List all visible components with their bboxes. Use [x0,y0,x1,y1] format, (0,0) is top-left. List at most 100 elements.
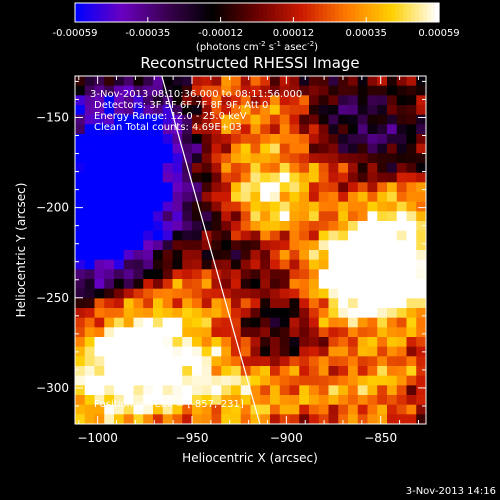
heatmap-cell [299,163,310,174]
heatmap-cell [416,95,427,106]
heatmap-cell [201,163,212,174]
heatmap-cell [172,346,183,357]
colorbar-cell [387,3,392,22]
heatmap-cell [289,153,300,164]
heatmap-cell [231,308,242,319]
heatmap-cell [123,337,134,348]
heatmap-cell [309,124,320,135]
heatmap-cell [172,308,183,319]
heatmap-cell [377,288,388,299]
heatmap-cell [309,259,320,270]
heatmap-cell [162,317,173,328]
heatmap-cell [153,143,164,154]
heatmap-cell [260,298,271,309]
colorbar-cell [147,3,152,22]
heatmap-cell [201,240,212,251]
heatmap-cell [348,414,359,425]
heatmap-cell [377,346,388,357]
heatmap-cell [289,211,300,222]
colorbar-cell [383,3,388,22]
heatmap-cell [289,85,300,96]
colorbar-cell [295,3,300,22]
heatmap-cell [367,95,378,106]
heatmap-cell [260,250,271,261]
heatmap-cell [162,279,173,290]
heatmap-cell [201,259,212,270]
heatmap-cell [211,414,222,425]
heatmap-cell [309,143,320,154]
heatmap-cell [396,250,407,261]
heatmap-cell [192,95,203,106]
heatmap-cell [104,356,115,367]
colorbar-cell [339,3,344,22]
heatmap-cell [250,346,261,357]
heatmap-cell [309,395,320,406]
heatmap-cell [153,395,164,406]
heatmap-cell [309,153,320,164]
heatmap-cell [357,317,368,328]
heatmap-cell [231,192,242,203]
heatmap-cell [162,153,173,164]
heatmap-cell [182,288,193,299]
heatmap-cell [75,279,86,290]
heatmap-cell [357,76,368,87]
colorbar-cell [243,3,248,22]
heatmap-cell [279,346,290,357]
heatmap-cell [153,375,164,386]
heatmap-cell [143,375,154,386]
heatmap-cell [162,395,173,406]
colorbar-unit-label: (photons cm-2 s-1 asec-2) [196,40,318,53]
heatmap-cell [299,85,310,96]
heatmap-cell [396,85,407,96]
heatmap-cell [328,163,339,174]
heatmap-cell [279,356,290,367]
heatmap-cell [201,201,212,212]
heatmap-cell [396,375,407,386]
heatmap-cell [114,395,125,406]
heatmap-cell [279,95,290,106]
heatmap-cell [172,163,183,174]
colorbar-cell [143,3,148,22]
heatmap-cell [172,288,183,299]
heatmap-cell [162,172,173,183]
heatmap-cell [182,182,193,193]
heatmap-cell [416,308,427,319]
heatmap-cell [182,211,193,222]
colorbar-cell [219,3,224,22]
heatmap-cell [192,404,203,415]
heatmap-cell [211,404,222,415]
heatmap-cell [406,375,417,386]
heatmap-cell [211,211,222,222]
heatmap-cell [270,269,281,280]
heatmap-cell [396,192,407,203]
colorbar-cell [399,3,404,22]
heatmap-cell [114,288,125,299]
colorbar-cell [419,3,424,22]
heatmap-cell [250,269,261,280]
heatmap-cell [357,124,368,135]
heatmap-cell [201,182,212,193]
heatmap-cell [75,211,86,222]
heatmap-cell [250,85,261,96]
heatmap-cell [299,230,310,241]
heatmap-cell [260,356,271,367]
colorbar-cell [163,3,168,22]
heatmap-cell [289,279,300,290]
heatmap-cell [406,346,417,357]
heatmap-cell [318,182,329,193]
colorbar-cell [139,3,144,22]
heatmap-cell [192,327,203,338]
heatmap-cell [367,192,378,203]
heatmap-cell [289,95,300,106]
heatmap-cell [270,308,281,319]
heatmap-cell [260,317,271,328]
heatmap-cell [377,172,388,183]
heatmap-cell [172,395,183,406]
heatmap-cell [114,337,125,348]
heatmap-cell [143,327,154,338]
heatmap-cell [221,395,232,406]
heatmap-cell [328,356,339,367]
heatmap-cell [416,404,427,415]
heatmap-cell [201,105,212,116]
heatmap-cell [231,85,242,96]
